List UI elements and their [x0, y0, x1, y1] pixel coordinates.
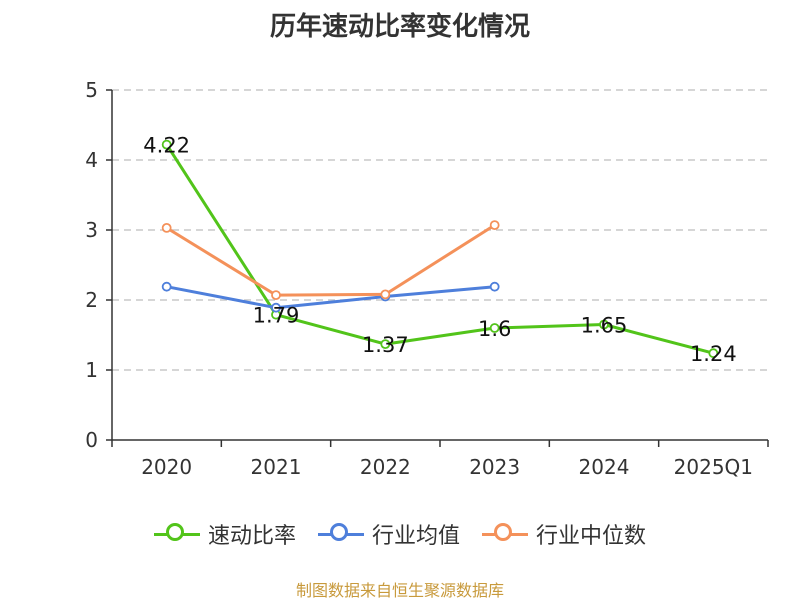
data-label: 1.24 — [690, 342, 737, 366]
data-labels: 4.22 1.79 1.37 1.6 1.65 1.24 — [143, 134, 736, 367]
data-label: 1.37 — [362, 333, 409, 357]
x-tick-label: 2022 — [360, 455, 411, 479]
axes: 0 1 2 3 4 5 2020 2021 2022 2023 2024 2025Q1 — [85, 78, 769, 479]
y-tick-label: 3 — [85, 218, 98, 242]
data-point — [161, 222, 172, 233]
data-point — [271, 290, 281, 301]
legend-marker — [482, 522, 528, 546]
series-line — [165, 143, 714, 355]
data-label: 1.6 — [478, 317, 511, 341]
data-point — [489, 281, 500, 292]
data-point — [161, 139, 172, 150]
x-tick-label: 2021 — [251, 455, 302, 479]
legend-marker — [317, 522, 364, 546]
grid-lines — [112, 89, 768, 371]
data-point — [380, 289, 391, 300]
legend-item-industry-median[interactable]: 行业中位数 — [482, 518, 646, 550]
x-tick-label: 2020 — [141, 455, 192, 479]
data-label: 1.65 — [581, 314, 628, 338]
data-point — [271, 302, 281, 313]
x-tick-label: 2024 — [579, 455, 630, 479]
series-line — [165, 223, 496, 297]
legend-label: 速动比率 — [207, 524, 296, 549]
data-point — [599, 319, 609, 330]
y-tick-label: 5 — [85, 78, 98, 102]
y-tick-label: 2 — [85, 288, 98, 312]
legend-label: 行业中位数 — [536, 524, 647, 549]
data-label: 1.79 — [253, 304, 300, 328]
y-tick-label: 4 — [85, 148, 98, 172]
data-point — [161, 281, 172, 292]
data-point — [489, 220, 500, 231]
legend-label: 行业均值 — [371, 524, 460, 549]
source-footer: 制图数据来自恒生聚源数据库 — [295, 581, 504, 600]
y-tick-label: 0 — [85, 428, 98, 452]
data-label: 4.22 — [143, 134, 190, 158]
series-line — [166, 285, 495, 310]
series-lines — [161, 139, 719, 359]
legend-item-quick-ratio[interactable]: 速动比率 — [153, 518, 296, 550]
chart-title: 历年速动比率变化情况 — [269, 12, 530, 42]
legend-marker — [153, 522, 200, 546]
data-point — [708, 348, 719, 359]
data-point — [489, 323, 500, 333]
data-point — [380, 339, 391, 350]
y-tick-label: 1 — [85, 358, 98, 382]
legend: 速动比率 行业均值 行业中位数 — [0, 518, 800, 550]
x-tick-label: 2025Q1 — [674, 455, 753, 479]
x-tick-label: 2023 — [469, 455, 520, 479]
legend-item-industry-mean[interactable]: 行业均值 — [317, 518, 460, 550]
